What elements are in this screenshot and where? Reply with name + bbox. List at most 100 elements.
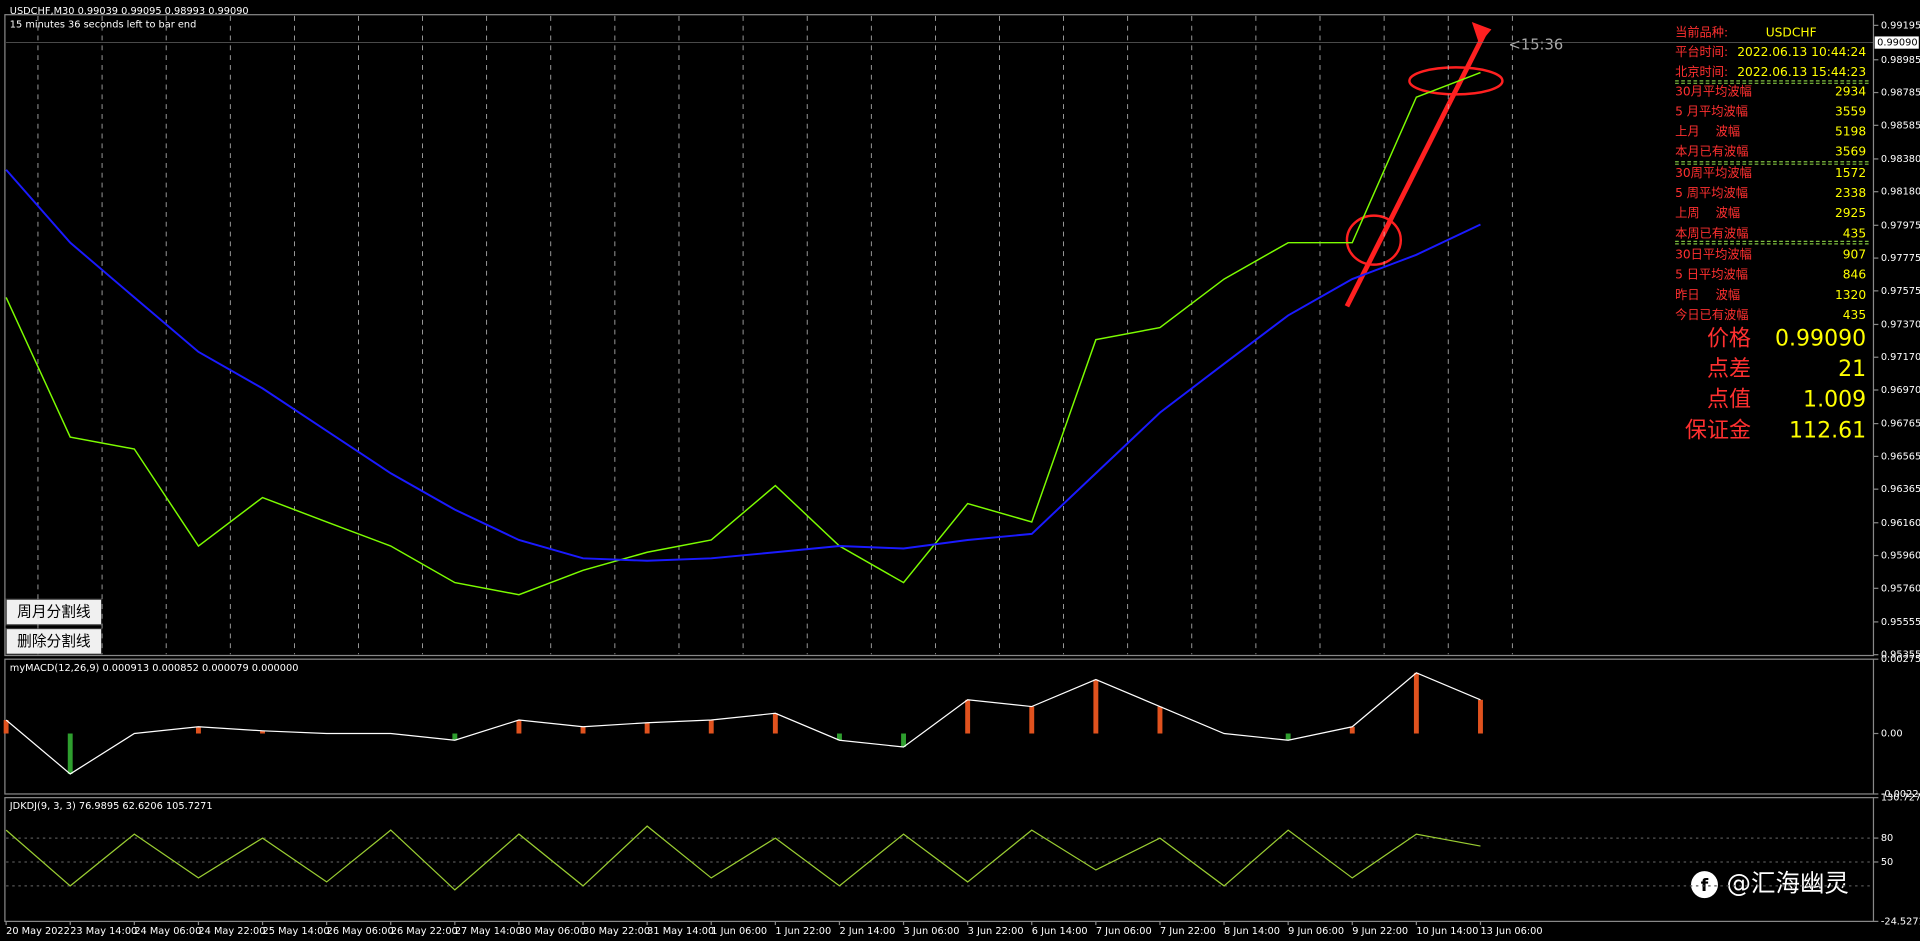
x-tick-label: 25 May 14:00 [263,926,330,937]
frames [4,14,1875,923]
y-tick-label: 0.96565 [1881,451,1920,462]
macd-bar [1413,672,1419,734]
big-label: 点值 [1707,388,1751,413]
panel-label: 昨日 波幅 [1675,287,1740,302]
x-tick-label: 1 Jun 22:00 [775,926,831,937]
panel-value: 435 [1843,226,1866,240]
y-tick-label: -0.002243 [1881,789,1920,800]
countdown: 15 minutes 36 seconds left to bar end [10,20,196,31]
macd-bar [1285,733,1291,741]
y-tick-label: 50 [1881,857,1893,868]
y-tick-label: 80 [1881,833,1893,844]
series-line [5,169,1481,562]
panel-value: 3569 [1835,145,1866,159]
macd-bar [1478,699,1483,734]
big-label: 价格 [1707,326,1751,351]
x-tick-label: 27 May 14:00 [455,926,522,937]
panel-value: 2022.06.13 10:44:24 [1737,45,1866,59]
watermark: @汇海幽灵 [1727,869,1849,898]
y-tick-label: 0.95555 [1881,617,1920,628]
panel-value: 5198 [1835,125,1866,139]
panel-label: 30周平均波幅 [1675,165,1752,180]
separators [1675,80,1869,245]
y-tick-label: 0.96365 [1881,484,1920,495]
button[interactable]: 删除分割线 [5,627,103,655]
panel-label: 本月已有波幅 [1675,144,1748,159]
big-value: 1.009 [1803,388,1866,413]
highlight [1408,66,1504,96]
panel-value: 435 [1843,308,1866,322]
panel-value: 3559 [1835,104,1866,118]
logo-glyph: f [1701,876,1709,896]
y-tick-label: 0.96970 [1881,385,1920,396]
macd-bar [3,720,9,734]
big-value: 21 [1838,357,1866,382]
x-tick-label: 30 May 06:00 [519,926,586,937]
button-bg[interactable] [5,627,103,655]
y-tick-label: 0.00 [1881,729,1903,740]
x-tick-label: 10 Jun 14:00 [1416,926,1478,937]
x-tick-label: 20 May 2022 [6,926,70,937]
panel-label: 30月平均波幅 [1675,83,1752,98]
x-tick-label: 23 May 14:00 [70,926,137,937]
timer: <15:36 [1509,36,1564,53]
x-tick-label: 24 May 06:00 [134,926,201,937]
x-tick-label: 3 Jun 22:00 [968,926,1024,937]
panel-label: 30日平均波幅 [1675,247,1752,262]
big-value: 0.99090 [1775,326,1866,351]
macd-bar [1157,706,1163,734]
y-tick-label: 0.97575 [1881,286,1920,297]
arrow-head [1471,22,1492,45]
price-tag-bg [1874,36,1919,49]
panel-label: 今日已有波幅 [1675,307,1748,322]
macd-bar [1093,679,1099,734]
button-label[interactable]: 删除分割线 [17,633,91,650]
y-tick-label: 0.97370 [1881,319,1920,330]
x-tick-label: 24 May 22:00 [198,926,265,937]
highlight [1345,214,1403,266]
y-tick-label: 0.002757 [1881,654,1920,665]
y-tick-label: 0.97975 [1881,220,1920,231]
y-tick-label: 0.97775 [1881,253,1920,264]
y-tick-label: 0.98380 [1881,154,1920,165]
y-tick-label: 0.98985 [1881,55,1920,66]
panel-value: 1572 [1835,166,1866,180]
series-line [5,71,1481,596]
button-bg[interactable] [5,598,103,626]
x-tick-label: 1 Jun 06:00 [711,926,767,937]
kdj-frame [4,797,1875,923]
logo [1691,871,1718,899]
y-tick-label: 0.96765 [1881,419,1920,430]
button-label[interactable]: 周月分割线 [17,604,91,621]
panel-label: 平台时间: [1675,44,1728,59]
x-tick-label: 31 May 14:00 [647,926,714,937]
macd-bar [67,733,73,774]
macd-bar [1029,706,1035,734]
panel-value: 846 [1843,268,1867,282]
y-tick-label: 130.7277 [1881,793,1920,804]
panel-value: 2338 [1835,186,1866,200]
y-tick-label: 0.96160 [1881,518,1920,529]
x-tick-label: 8 Jun 14:00 [1224,926,1280,937]
panel-label: 上周 波幅 [1675,205,1740,220]
panel-label: 5 周平均波幅 [1675,185,1748,200]
x-tick-label: 2 Jun 14:00 [839,926,895,937]
x-tick-label: 26 May 06:00 [327,926,394,937]
panel-value: 1320 [1835,288,1866,302]
button[interactable]: 周月分割线 [5,598,103,626]
x-tick-label: 13 Jun 06:00 [1480,926,1542,937]
panel-value: 2925 [1835,206,1866,220]
macd-bar [516,720,522,734]
big-label: 点差 [1707,357,1751,382]
panel-value: 2022.06.13 15:44:23 [1737,65,1866,79]
x-tick-label: 7 Jun 06:00 [1096,926,1152,937]
y-tick-label: 0.98785 [1881,88,1920,99]
macd-bar [708,720,714,734]
panel-label: 5 月平均波幅 [1675,103,1748,118]
macd-bar [837,733,842,741]
price-tag: 0.99090 [1877,38,1917,49]
macd-label: myMACD(12,26,9) 0.000913 0.000852 0.0000… [10,663,299,674]
y-tick-label: 0.99195 [1881,20,1920,31]
